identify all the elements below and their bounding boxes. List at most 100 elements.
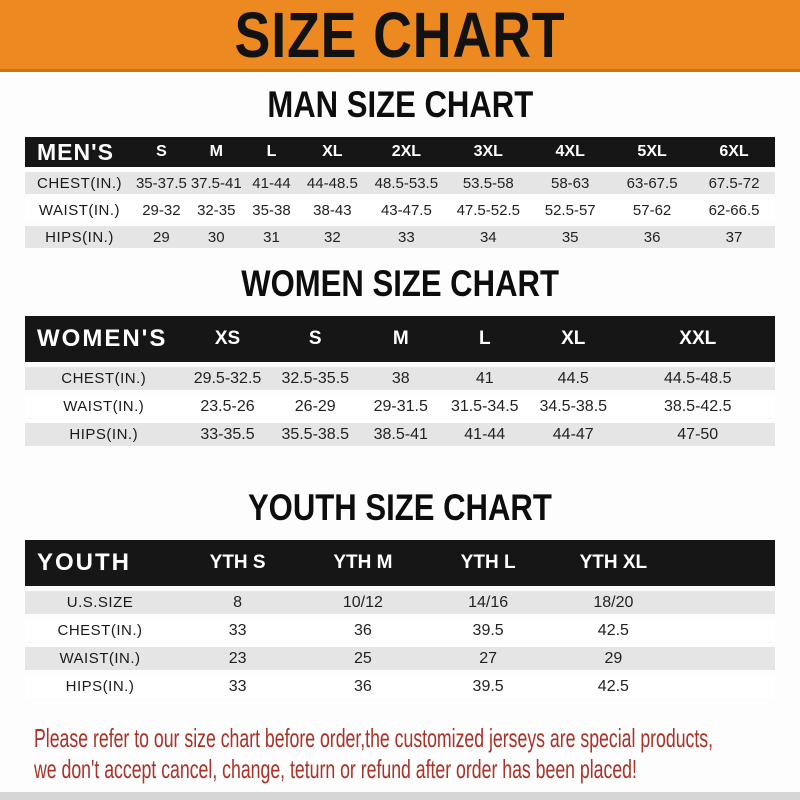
size-header-row: MEN'S S M L XL 2XL 3XL 4XL 5XL 6XL bbox=[25, 137, 775, 167]
disclaimer-line-2: we don't accept cancel, change, teturn o… bbox=[34, 754, 800, 785]
size-value: 23.5-26 bbox=[182, 395, 273, 418]
size-column-header: YTH S bbox=[175, 540, 301, 586]
table-title-cell: MEN'S bbox=[25, 137, 134, 167]
size-value: 29-32 bbox=[133, 199, 189, 221]
table-row: HIPS(IN.) 29 30 31 32 33 34 35 36 37 bbox=[25, 226, 775, 248]
size-value: 29.5-32.5 bbox=[182, 367, 273, 390]
measurement-label: WAIST(IN.) bbox=[25, 647, 175, 670]
table-row: CHEST(IN.) 35-37.5 37.5-41 41-44 44-48.5 48.5… bbox=[25, 172, 775, 194]
table-head: MEN'S S M L XL 2XL 3XL 4XL 5XL 6XL bbox=[25, 137, 775, 167]
size-value: 44-48.5 bbox=[299, 172, 366, 194]
size-value: 47-50 bbox=[620, 423, 775, 446]
size-value: 42.5 bbox=[550, 675, 676, 698]
banner-title: SIZE CHART bbox=[234, 0, 566, 71]
size-column-header: 5XL bbox=[611, 137, 694, 167]
size-value: 38.5-42.5 bbox=[620, 395, 775, 418]
banner: SIZE CHART bbox=[0, 0, 800, 72]
table-row: HIPS(IN.) 33 36 39.5 42.5 bbox=[25, 675, 775, 698]
measurement-label: HIPS(IN.) bbox=[25, 226, 134, 248]
table-title-cell: YOUTH bbox=[25, 540, 175, 586]
youth-size-table: YOUTH YTH S YTH M YTH L YTH XL U.S.SIZE 8 10/12… bbox=[25, 535, 775, 703]
men-section-heading-text: MAN SIZE CHART bbox=[267, 84, 533, 125]
size-column-header: S bbox=[133, 137, 189, 167]
size-value: 33 bbox=[175, 619, 301, 642]
size-value: 43-47.5 bbox=[365, 199, 448, 221]
size-value: 32-35 bbox=[188, 199, 244, 221]
size-value: 30 bbox=[188, 226, 244, 248]
women-section: WOMEN SIZE CHART WOMEN'S XS S M L XL XXL CHEST(… bbox=[0, 265, 800, 451]
size-column-header: L bbox=[243, 137, 300, 167]
size-value: 41-44 bbox=[243, 172, 300, 194]
spacer-cell bbox=[676, 540, 775, 586]
size-value: 36 bbox=[611, 226, 694, 248]
size-value: 36 bbox=[300, 619, 426, 642]
size-value: 33 bbox=[365, 226, 448, 248]
size-column-header: M bbox=[358, 316, 444, 362]
size-value: 39.5 bbox=[425, 675, 551, 698]
spacer-cell bbox=[676, 647, 775, 670]
size-value: 8 bbox=[175, 591, 301, 614]
size-column-header: YTH L bbox=[425, 540, 551, 586]
measurement-label: CHEST(IN.) bbox=[25, 619, 175, 642]
measurement-label: HIPS(IN.) bbox=[25, 675, 175, 698]
table-head: WOMEN'S XS S M L XL XXL bbox=[25, 316, 775, 362]
size-value: 63-67.5 bbox=[611, 172, 694, 194]
measurement-label: WAIST(IN.) bbox=[25, 395, 183, 418]
size-value: 27 bbox=[425, 647, 551, 670]
size-value: 35 bbox=[529, 226, 612, 248]
size-column-header: L bbox=[443, 316, 526, 362]
size-header-row: YOUTH YTH S YTH M YTH L YTH XL bbox=[25, 540, 775, 586]
table-body: CHEST(IN.) 35-37.5 37.5-41 41-44 44-48.5 48.5… bbox=[25, 172, 775, 248]
men-size-table: MEN'S S M L XL 2XL 3XL 4XL 5XL 6XL CHEST(IN.) 35-37… bbox=[25, 132, 775, 253]
table-title-cell: WOMEN'S bbox=[25, 316, 183, 362]
size-value: 29 bbox=[133, 226, 189, 248]
size-value: 58-63 bbox=[529, 172, 612, 194]
size-value: 42.5 bbox=[550, 619, 676, 642]
size-value: 38.5-41 bbox=[358, 423, 444, 446]
disclaimer-line-2-text: we don't accept cancel, change, teturn o… bbox=[34, 754, 637, 784]
table-row: CHEST(IN.) 33 36 39.5 42.5 bbox=[25, 619, 775, 642]
women-section-heading-text: WOMEN SIZE CHART bbox=[241, 263, 559, 304]
disclaimer: Please refer to our size chart before or… bbox=[34, 723, 800, 785]
table-row: CHEST(IN.) 29.5-32.5 32.5-35.5 38 41 44.5 44.5… bbox=[25, 367, 775, 390]
table-row: WAIST(IN.) 23 25 27 29 bbox=[25, 647, 775, 670]
size-value: 26-29 bbox=[272, 395, 358, 418]
men-section: MAN SIZE CHART MEN'S S M L XL 2XL 3XL 4XL 5XL 6XL… bbox=[0, 86, 800, 253]
size-value: 38 bbox=[358, 367, 444, 390]
size-value: 33-35.5 bbox=[182, 423, 273, 446]
size-column-header: XXL bbox=[620, 316, 775, 362]
size-value: 32 bbox=[299, 226, 366, 248]
size-column-header: 4XL bbox=[529, 137, 612, 167]
size-value: 25 bbox=[300, 647, 426, 670]
size-value: 35.5-38.5 bbox=[272, 423, 358, 446]
size-value: 23 bbox=[175, 647, 301, 670]
size-value: 34.5-38.5 bbox=[526, 395, 621, 418]
table-row: WAIST(IN.) 23.5-26 26-29 29-31.5 31.5-34.5 34… bbox=[25, 395, 775, 418]
table-row: HIPS(IN.) 33-35.5 35.5-38.5 38.5-41 41-44 44-… bbox=[25, 423, 775, 446]
measurement-label: CHEST(IN.) bbox=[25, 367, 183, 390]
size-value: 62-66.5 bbox=[693, 199, 775, 221]
size-value: 32.5-35.5 bbox=[272, 367, 358, 390]
size-value: 41 bbox=[443, 367, 526, 390]
size-column-header: M bbox=[188, 137, 244, 167]
youth-section-heading-text: YOUTH SIZE CHART bbox=[248, 487, 552, 528]
size-value: 36 bbox=[300, 675, 426, 698]
table-body: U.S.SIZE 8 10/12 14/16 18/20 CHEST(IN.) 33 36 39… bbox=[25, 591, 775, 698]
size-value: 37.5-41 bbox=[188, 172, 244, 194]
size-value: 53.5-58 bbox=[447, 172, 530, 194]
size-value: 29 bbox=[550, 647, 676, 670]
size-header-row: WOMEN'S XS S M L XL XXL bbox=[25, 316, 775, 362]
size-value: 37 bbox=[693, 226, 775, 248]
size-value: 31.5-34.5 bbox=[443, 395, 526, 418]
size-value: 44.5 bbox=[526, 367, 621, 390]
measurement-label: WAIST(IN.) bbox=[25, 199, 134, 221]
size-value: 10/12 bbox=[300, 591, 426, 614]
size-value: 38-43 bbox=[299, 199, 366, 221]
size-value: 41-44 bbox=[443, 423, 526, 446]
size-value: 35-38 bbox=[243, 199, 300, 221]
youth-section-heading: YOUTH SIZE CHART bbox=[0, 489, 800, 527]
disclaimer-line-1-text: Please refer to our size chart before or… bbox=[34, 723, 714, 753]
table-row: WAIST(IN.) 29-32 32-35 35-38 38-43 43-47.5 47.… bbox=[25, 199, 775, 221]
size-value: 48.5-53.5 bbox=[365, 172, 448, 194]
size-value: 31 bbox=[243, 226, 300, 248]
